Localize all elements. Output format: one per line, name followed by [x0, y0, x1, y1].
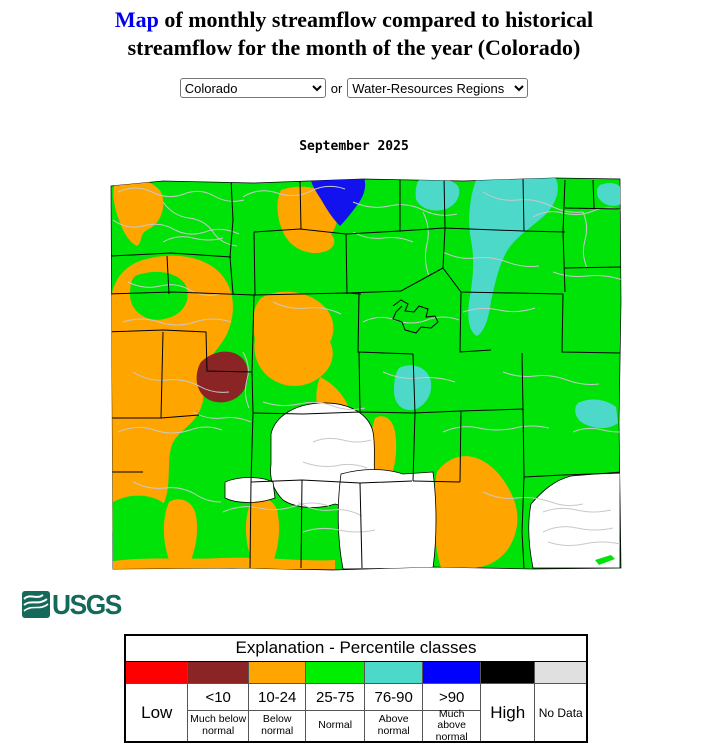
legend-desc-below: Below normal: [261, 713, 294, 737]
legend-desc-normal: Normal: [318, 719, 353, 732]
page-title-text: of monthly streamflow compared to histor…: [127, 7, 594, 60]
legend-label-no-data: No Data: [538, 705, 583, 720]
map-below-normal-strips: [111, 499, 335, 569]
legend-swatch-no-data: [535, 662, 586, 684]
water-resources-region-select[interactable]: Water-Resources Regions: [347, 78, 529, 98]
map-watershed-boundaries: [111, 178, 621, 569]
legend-swatch-much-below: [188, 662, 248, 684]
usgs-logo[interactable]: USGS: [22, 589, 125, 620]
legend-desc-much-above: Much above normal: [435, 707, 468, 743]
legend-range-much-below: <10: [188, 684, 248, 711]
legend-col-much-below: <10 Much below normal: [187, 662, 248, 741]
legend-range-below: 10-24: [248, 684, 306, 711]
map-link[interactable]: Map: [114, 7, 159, 32]
map-much-above-normal-region: [311, 178, 366, 226]
map-streams: [112, 185, 621, 547]
legend-columns: Low <10 Much below normal 10-24 Below no…: [126, 662, 586, 743]
legend-col-no-data: No Data: [534, 662, 586, 741]
map-svg: [110, 177, 622, 571]
legend-col-above: 76-90 Above normal: [363, 662, 423, 741]
legend-swatch-high: [480, 662, 535, 684]
map-much-below-normal-region: [196, 351, 249, 403]
legend-col-much-above: >90 Much above normal: [422, 662, 480, 743]
legend-range-much-above: >90: [423, 684, 480, 711]
legend-desc-above: Above normal: [377, 713, 410, 737]
legend-swatch-below: [248, 662, 306, 684]
map-below-normal-regions: [111, 178, 518, 569]
colorado-streamflow-map[interactable]: [103, 172, 625, 580]
legend-swatch-normal: [306, 662, 364, 684]
map-date-label: September 2025: [299, 139, 409, 154]
legend-label-low: Low: [141, 702, 173, 722]
legend-range-above: 76-90: [364, 684, 423, 711]
legend-range-normal: 25-75: [306, 684, 364, 711]
page-title: Map of monthly streamflow compared to hi…: [0, 6, 708, 61]
legend-col-normal: 25-75 Normal: [305, 662, 364, 741]
or-label: or: [330, 80, 343, 96]
legend-table: Explanation - Percentile classes Low <10…: [124, 634, 588, 743]
map-above-normal-regions: [394, 178, 621, 429]
usgs-logo-text: USGS: [52, 589, 122, 620]
state-select[interactable]: Colorado: [179, 78, 326, 98]
legend-col-low: Low: [126, 662, 188, 741]
legend-col-high: High: [479, 662, 535, 741]
legend-swatch-much-above: [423, 662, 480, 684]
legend-title: Explanation - Percentile classes: [126, 636, 586, 662]
legend-desc-much-below: Much below normal: [190, 713, 247, 737]
legend-swatch-above: [364, 662, 423, 684]
usgs-wave-icon: [22, 591, 50, 618]
legend-col-below: 10-24 Below normal: [247, 662, 306, 741]
legend-swatch-low: [126, 662, 188, 684]
map-no-data-regions: [224, 402, 621, 570]
region-controls: Colorado or Water-Resources Regions: [0, 78, 708, 98]
legend-label-high: High: [490, 702, 526, 722]
map-green-pockets: [111, 271, 188, 564]
map-green-sliver: [595, 555, 615, 565]
